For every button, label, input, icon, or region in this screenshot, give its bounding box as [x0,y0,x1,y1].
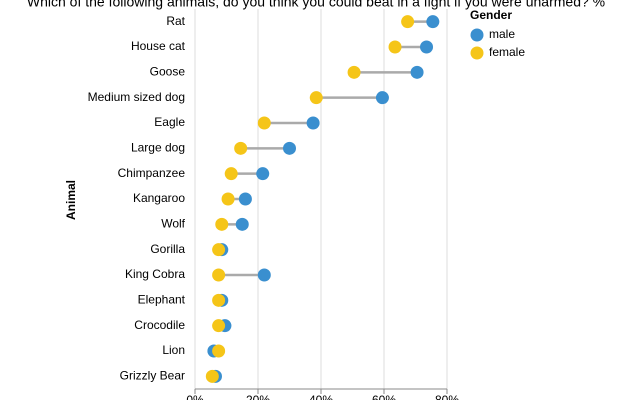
dot [215,217,229,231]
x-tick-label: 20% [246,393,270,400]
y-tick-label: King Cobra [125,267,185,281]
dot [234,141,248,155]
y-tick-label: Large dog [131,141,185,155]
dot [256,167,270,181]
y-tick-label: Wolf [161,217,185,231]
x-tick-label: 0% [186,393,204,400]
dot [212,319,226,333]
dot [257,268,271,282]
dot [426,15,440,29]
legend-title: Gender [470,8,512,22]
dot [224,167,238,181]
legend-swatch [470,46,484,60]
dot [388,40,402,54]
y-tick-label: Kangaroo [133,191,185,205]
y-tick-label: Rat [166,14,185,28]
x-tick-label: 40% [309,393,333,400]
x-tick-label: 60% [372,393,396,400]
dot [306,116,320,130]
dot [410,65,424,79]
y-tick-label: Goose [150,65,186,79]
y-tick-label: Chimpanzee [118,166,186,180]
dot [283,141,296,155]
y-tick-label: Gorilla [150,242,185,256]
dot [257,116,271,130]
legend-label: male [489,27,515,41]
dot [212,344,226,358]
y-tick-label: Grizzly Bear [120,369,185,383]
dot [420,40,434,54]
dot [221,192,235,206]
y-tick-label: Elephant [138,293,186,307]
legend-label: female [489,45,525,59]
dot [212,243,226,257]
y-tick-label: Medium sized dog [88,90,185,104]
dot [238,192,252,206]
y-tick-label: Crocodile [134,318,185,332]
chart-title: Which of the following animals, do you t… [27,0,605,10]
y-tick-label: Eagle [154,115,185,129]
y-tick-label: House cat [131,39,186,53]
dot [212,268,226,282]
x-tick-label: 80% [435,393,459,400]
legend-swatch [470,28,484,42]
dot [401,15,415,29]
y-axis-label: Animal [64,180,78,220]
dot [309,91,323,105]
dot [375,91,389,105]
dot [235,217,249,231]
dot [205,369,219,383]
dot [212,293,226,307]
y-tick-label: Lion [162,343,185,357]
dot [347,65,361,79]
